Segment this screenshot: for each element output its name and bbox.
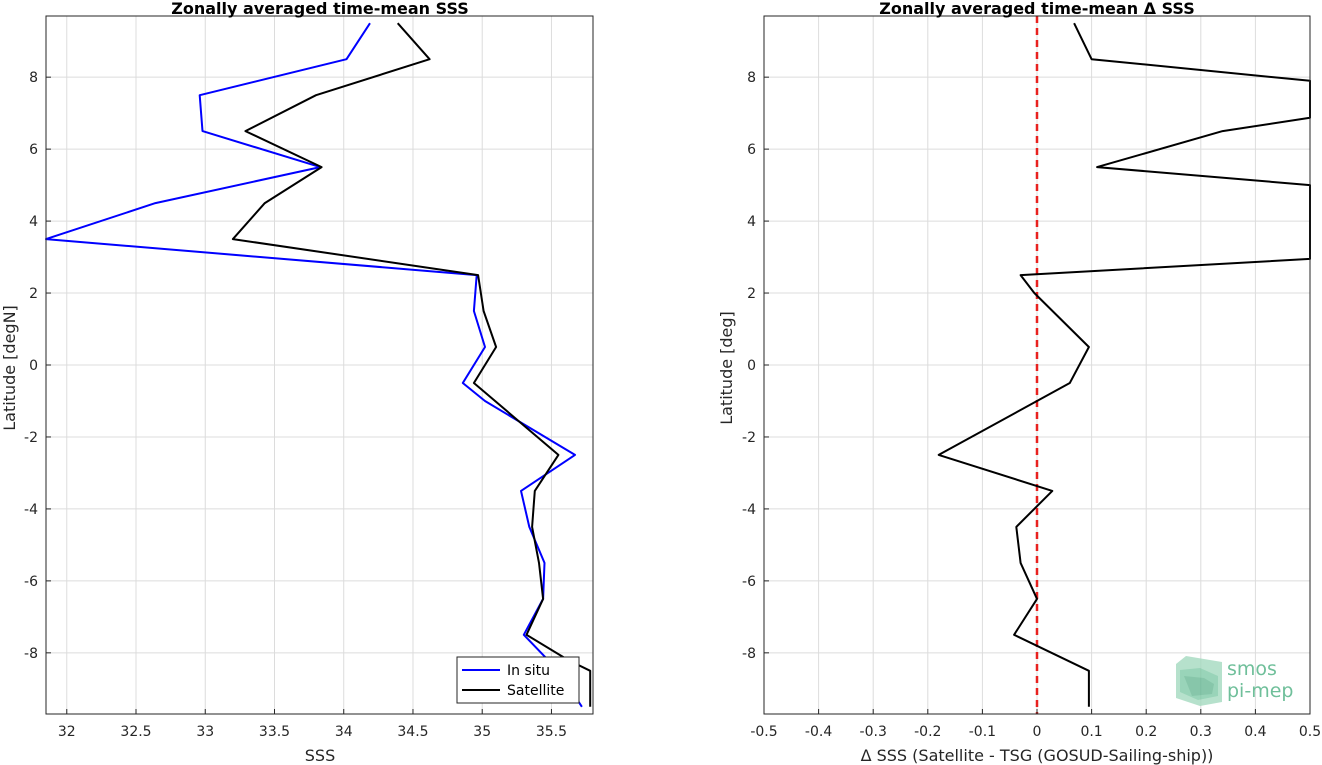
delta-y-axis-label: Latitude [deg] <box>717 311 736 425</box>
delta-x-tick-label: 0.3 <box>1190 724 1212 740</box>
sss-chart: 32 32.5 33 33.5 34 34.5 35 35.5 -8 -6 -4 -2 0 2 4 6 8 Z… <box>0 0 594 765</box>
sss-y-ticks: -8 -6 -4 -2 0 2 4 6 8 <box>24 70 51 662</box>
sss-chart-title: Zonally averaged time-mean SSS <box>171 0 469 18</box>
sss-x-tick-label: 32.5 <box>120 724 151 740</box>
legend-label-in-situ: In situ <box>507 663 550 679</box>
sss-x-tick-label: 35.5 <box>536 724 567 740</box>
sss-y-tick-label: 8 <box>29 70 38 86</box>
delta-series-line-series-1 <box>937 22 1311 707</box>
delta-y-tick-label: -4 <box>742 502 756 518</box>
delta-x-tick-label: -0.3 <box>860 724 887 740</box>
delta-y-tick-label: -8 <box>742 646 756 662</box>
delta-x-ticks: -0.5 -0.4 -0.3 -0.2 -0.1 0 0.1 0.2 0.3 0.4 0.5 <box>750 709 1321 740</box>
delta-x-tick-label: 0.1 <box>1080 724 1102 740</box>
sss-y-tick-label: 2 <box>29 286 38 302</box>
delta-series <box>937 22 1311 707</box>
sss-y-axis-label: Latitude [degN] <box>0 305 19 431</box>
sss-x-axis-label: SSS <box>305 746 335 765</box>
delta-sss-chart: -0.5 -0.4 -0.3 -0.2 -0.1 0 0.1 0.2 0.3 0.4 0.5 -8-… <box>717 0 1321 765</box>
delta-x-axis-label: Δ SSS (Satellite - TSG (GOSUD-Sailing-sh… <box>861 746 1214 765</box>
legend-box <box>456 656 580 704</box>
delta-y-tick-label: 0 <box>747 358 756 374</box>
sss-y-tick-label: 4 <box>29 214 38 230</box>
sss-y-tick-label: -8 <box>24 646 38 662</box>
delta-y-tick-label: 8 <box>747 70 756 86</box>
delta-x-tick-label: -0.1 <box>969 724 996 740</box>
delta-y-tick-label: 6 <box>747 142 756 158</box>
sss-y-tick-label: -2 <box>24 430 38 446</box>
sss-x-tick-label: 33.5 <box>259 724 290 740</box>
sss-x-tick-label: 34.5 <box>397 724 428 740</box>
delta-x-tick-label: 0.5 <box>1299 724 1321 740</box>
delta-x-tick-label: -0.2 <box>914 724 941 740</box>
logo-mark-icon <box>1176 656 1222 706</box>
sss-y-tick-label: -4 <box>24 502 38 518</box>
sss-y-tick-label: -6 <box>24 574 38 590</box>
delta-y-tick-label: -6 <box>742 574 756 590</box>
legend-label-satellite: Satellite <box>507 683 564 699</box>
sss-x-ticks: 32 32.5 33 33.5 34 34.5 35 35.5 <box>58 709 567 740</box>
delta-y-tick-label: -2 <box>742 430 756 446</box>
sss-series <box>45 22 592 708</box>
legend: In situ Satellite <box>456 656 580 704</box>
delta-x-tick-label: 0.4 <box>1244 724 1266 740</box>
sss-x-tick-label: 35 <box>473 724 491 740</box>
sss-x-tick-label: 33 <box>196 724 214 740</box>
sss-series-line-satellite <box>231 22 592 707</box>
delta-y-ticks: -8 -6 -4 -2 0 2 4 6 8 <box>742 70 769 662</box>
sss-y-tick-label: 6 <box>29 142 38 158</box>
delta-y-tick-label: 2 <box>747 286 756 302</box>
delta-x-tick-label: 0.2 <box>1135 724 1157 740</box>
sss-grid <box>46 16 593 714</box>
delta-y-tick-label: 4 <box>747 214 756 230</box>
delta-x-tick-label: -0.4 <box>805 724 832 740</box>
delta-chart-title: Zonally averaged time-mean Δ SSS <box>879 0 1195 18</box>
sss-x-tick-label: 34 <box>335 724 353 740</box>
logo-text-pi-mep: pi-mep <box>1227 680 1293 702</box>
delta-x-tick-label: 0 <box>1033 724 1042 740</box>
delta-x-tick-label: -0.5 <box>750 724 777 740</box>
sss-y-tick-label: 0 <box>29 358 38 374</box>
sss-x-tick-label: 32 <box>58 724 76 740</box>
logo-text-smos: smos <box>1227 658 1277 680</box>
smos-pi-mep-logo: smos pi-mep <box>1176 656 1293 706</box>
